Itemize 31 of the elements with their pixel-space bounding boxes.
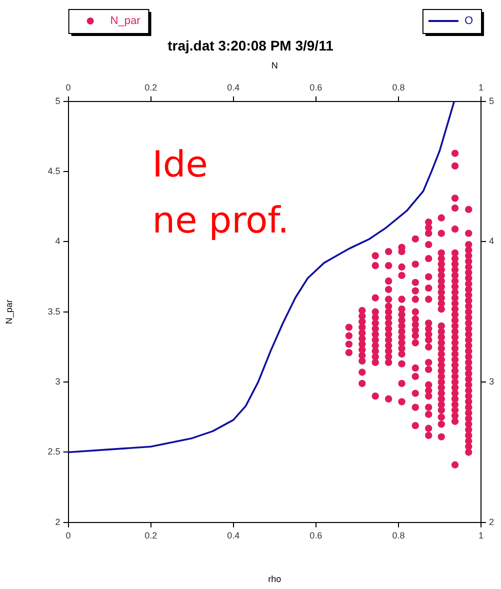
y-tick-label: 4 [55, 236, 60, 246]
y-tick-label: 2.5 [48, 446, 60, 457]
x2-tick-label: 1 [478, 82, 484, 92]
y-tick-label: 3.5 [48, 306, 60, 316]
annotation: Ide [152, 144, 208, 186]
legend-label: O [464, 15, 474, 28]
x-tick-label: 0.6 [310, 530, 322, 540]
y2-tick-label: 4 [488, 236, 494, 246]
y-axis-title: N_par [4, 300, 14, 324]
y2-tick-label: 2 [488, 516, 494, 527]
x-tick-label: 0 [66, 530, 71, 540]
x-tick-label: 0.4 [227, 530, 240, 540]
x-tick-label: 0.8 [392, 530, 405, 540]
x-axis-title: rho [268, 574, 282, 584]
y-tick-label: 3 [55, 376, 60, 387]
x2-tick-label: 0.8 [392, 82, 405, 92]
y2-tick-label: 3 [488, 376, 494, 387]
y-tick-label: 2 [55, 516, 60, 527]
x-tick-label: 1 [478, 530, 484, 540]
x-tick-label: 0.2 [144, 530, 158, 540]
chart-title: traj.dat 3:20:08 PM 3/9/11 [168, 37, 334, 54]
legend-label: N_par [110, 15, 141, 28]
x2-tick-label: 0.6 [310, 82, 322, 92]
x2-axis-title: N [271, 60, 278, 71]
y-tick-label: 4.5 [48, 166, 60, 176]
y-tick-label: 5 [55, 96, 60, 106]
annotation: ne prof. [152, 200, 290, 242]
x2-tick-label: 0 [66, 82, 71, 92]
y2-tick-label: 5 [488, 96, 494, 106]
x2-tick-label: 0.2 [144, 82, 158, 92]
x2-tick-label: 0.4 [227, 82, 240, 92]
